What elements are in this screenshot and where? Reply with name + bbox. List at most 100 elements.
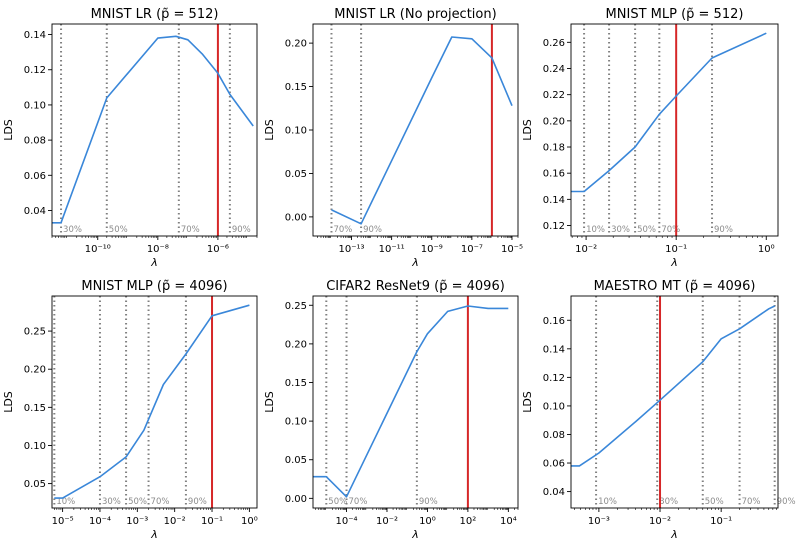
x-tick-label: 10⁻¹³ — [339, 244, 365, 255]
percentile-label: 90% — [363, 225, 382, 235]
x-axis-label: λ — [670, 528, 678, 541]
percentile-label: 50% — [328, 497, 347, 507]
y-tick-label: 0.10 — [24, 100, 46, 111]
percentile-label: 90% — [777, 497, 796, 507]
x-tick-label: 10⁻¹ — [665, 244, 687, 255]
axes-frame — [570, 23, 779, 237]
y-tick-label: 0.20 — [543, 116, 565, 127]
percentile-label: 30% — [63, 225, 82, 235]
subplot-2: 70% 90% 0.00 0.05 0.10 0.15 0.20 10⁻¹³ 10⁻¹¹ 10⁻⁹… — [263, 7, 523, 269]
x-tick-label: 10⁰ — [241, 516, 258, 527]
subplot-1: 30% 50% 70% 90% 0.04 0.06 0.08 0.10 0.12 0.14 10⁻¹… — [2, 7, 258, 269]
x-tick-label: 10⁻² — [164, 516, 186, 527]
y-tick-label: 0.10 — [285, 417, 307, 428]
y-tick-label: 0.25 — [24, 327, 46, 338]
series-line — [313, 305, 509, 498]
y-axis-label: LDS — [263, 119, 276, 141]
percentile-label: 90% — [419, 497, 438, 507]
y-axis-label: LDS — [521, 391, 534, 413]
subplot-5: 50% 70% 90% 0.00 0.05 0.10 0.15 0.20 0.25 10⁻⁴ 10⁻… — [263, 279, 519, 541]
percentile-label: 10% — [598, 497, 617, 507]
y-tick-label: 0.14 — [543, 195, 565, 206]
y-tick-label: 0.15 — [24, 403, 46, 414]
axes-frame — [51, 295, 258, 509]
percentile-label: 30% — [611, 225, 630, 235]
y-tick-label: 0.14 — [24, 30, 46, 41]
percentile-label: 30% — [659, 497, 678, 507]
subplot-title: MNIST MLP (p̃ = 4096) — [81, 279, 227, 294]
percentile-label: 10% — [586, 225, 605, 235]
percentile-label: 50% — [637, 225, 656, 235]
x-tick-label: 10⁰ — [419, 516, 436, 527]
y-tick-label: 0.05 — [285, 169, 307, 180]
y-tick-label: 0.12 — [543, 221, 565, 232]
x-tick-label: 10⁻¹ — [710, 516, 732, 527]
x-tick-label: 10⁻³ — [126, 516, 148, 527]
axes-frame — [312, 23, 519, 237]
series-line — [54, 304, 250, 499]
axes-frame — [312, 295, 519, 509]
y-tick-label: 0.12 — [24, 65, 46, 76]
series-line — [571, 305, 776, 467]
x-tick-label: 10⁻² — [575, 244, 597, 255]
y-tick-label: 0.06 — [543, 459, 565, 470]
percentile-label: 50% — [109, 225, 128, 235]
series-line — [52, 35, 254, 224]
x-tick-label: 10⁻² — [649, 516, 671, 527]
x-tick-label: 10⁻⁴ — [89, 516, 111, 527]
x-axis-label: λ — [411, 256, 419, 269]
y-tick-label: 0.08 — [543, 430, 565, 441]
y-tick-label: 0.20 — [285, 39, 307, 50]
x-axis-label: λ — [411, 528, 419, 541]
x-tick-label: 10⁻⁴ — [336, 516, 358, 527]
x-tick-label: 10⁻¹ — [201, 516, 223, 527]
y-axis-label: LDS — [2, 119, 15, 141]
x-tick-label: 10² — [460, 516, 477, 527]
subplot-title: MNIST LR (p̃ = 512) — [91, 7, 219, 22]
y-tick-label: 0.04 — [543, 487, 565, 498]
percentile-label: 90% — [188, 497, 207, 507]
x-tick-label: 10⁻⁶ — [207, 244, 229, 255]
y-tick-label: 0.16 — [543, 169, 565, 180]
y-axis-label: LDS — [263, 391, 276, 413]
y-tick-label: 0.08 — [24, 136, 46, 147]
y-tick-label: 0.25 — [285, 301, 307, 312]
subplot-title: CIFAR2 ResNet9 (p̃ = 4096) — [326, 279, 505, 294]
y-tick-label: 0.20 — [24, 365, 46, 376]
y-tick-label: 0.22 — [543, 90, 565, 101]
x-tick-label: 10⁻¹¹ — [379, 244, 405, 255]
y-tick-label: 0.20 — [285, 339, 307, 350]
percentile-label: 70% — [333, 225, 352, 235]
subplot-6: 10% 30% 50% 70% 90% 0.04 0.06 0.08 0.10 0.12 0.14 0… — [521, 279, 796, 541]
y-axis-label: LDS — [2, 391, 15, 413]
y-tick-label: 0.15 — [285, 82, 307, 93]
percentile-label: 70% — [181, 225, 200, 235]
x-tick-label: 10⁻⁵ — [52, 516, 74, 527]
series-line — [331, 36, 513, 225]
percentile-label: 90% — [714, 225, 733, 235]
y-tick-label: 0.06 — [24, 171, 46, 182]
x-axis-label: λ — [670, 256, 678, 269]
subplot-3: 10% 30% 50% 70% 90% 0.12 0.14 0.16 0.18 0.20 0.22 0… — [521, 7, 779, 269]
y-tick-label: 0.10 — [24, 441, 46, 452]
series-line — [571, 32, 767, 193]
y-tick-label: 0.00 — [285, 494, 307, 505]
percentile-label: 50% — [128, 497, 147, 507]
x-tick-label: 10⁻⁸ — [147, 244, 169, 255]
x-tick-label: 10⁻³ — [588, 516, 610, 527]
percentile-label: 70% — [661, 225, 680, 235]
percentile-label: 70% — [151, 497, 170, 507]
y-tick-label: 0.00 — [285, 212, 307, 223]
axes-frame — [570, 295, 779, 509]
x-tick-label: 10⁰ — [758, 244, 775, 255]
y-tick-label: 0.10 — [543, 401, 565, 412]
y-tick-label: 0.14 — [543, 344, 565, 355]
subplot-title: MAESTRO MT (p̃ = 4096) — [594, 279, 756, 294]
y-tick-label: 0.12 — [543, 373, 565, 384]
percentile-label: 90% — [232, 225, 251, 235]
subplot-title: MNIST MLP (p̃ = 512) — [606, 7, 744, 22]
y-tick-label: 0.04 — [24, 206, 46, 217]
x-axis-label: λ — [150, 256, 158, 269]
subplot-4: 10% 30% 50% 70% 90% 0.05 0.10 0.15 0.20 0.25 10⁻⁵ 1… — [2, 279, 258, 541]
